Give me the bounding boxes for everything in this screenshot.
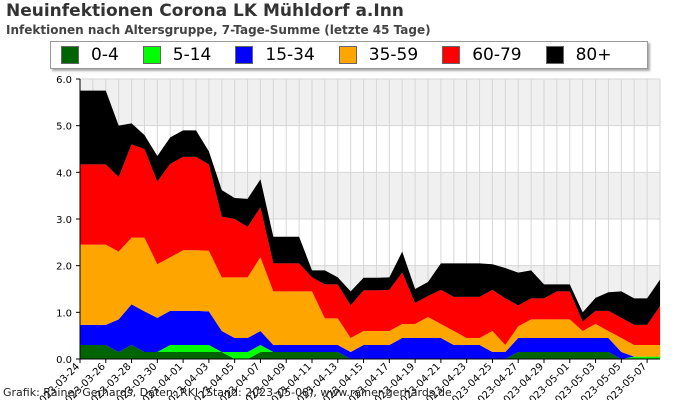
y-tick-label: 0.0 — [56, 355, 72, 366]
series-area-15-34 — [80, 304, 660, 359]
legend-item-0-4: 0-4 — [61, 45, 119, 65]
legend-label: 15-34 — [265, 45, 315, 65]
series-area-80+ — [80, 90, 660, 325]
legend-swatch — [338, 46, 357, 64]
series-area-60-79 — [80, 144, 660, 345]
series-area-35-59 — [80, 237, 660, 357]
y-tick-label: 1.0 — [56, 308, 72, 319]
credit-footer: Grafik: Rainer Gerhards, Daten: RKI (Sta… — [3, 386, 452, 399]
legend-swatch — [545, 46, 564, 64]
legend-label: 80+ — [575, 45, 612, 65]
legend-swatch — [61, 46, 79, 64]
legend-item-60-79: 60-79 — [442, 45, 522, 65]
legend-swatch — [235, 46, 254, 64]
legend-label: 60-79 — [472, 45, 522, 65]
legend-item-80+: 80+ — [545, 45, 612, 65]
y-tick-label: 3.0 — [56, 215, 72, 226]
chart-subtitle: Infektionen nach Altersgruppe, 7-Tage-Su… — [6, 23, 431, 37]
series-area-5-14 — [80, 345, 660, 359]
legend-swatch — [142, 46, 161, 64]
chart-title: Neuinfektionen Corona LK Mühldorf a.Inn — [6, 1, 404, 21]
y-axis-ticks: 0.0 1.0 2.0 3.0 4.0 5.0 6.0 — [56, 75, 80, 366]
legend-item-15-34: 15-34 — [235, 45, 315, 65]
y-tick-label: 2.0 — [56, 262, 72, 273]
legend-item-5-14: 5-14 — [142, 45, 212, 65]
legend-label: 0-4 — [91, 45, 119, 65]
legend-swatch — [442, 46, 461, 64]
series-area-0-4 — [80, 345, 660, 359]
legend-label: 5-14 — [172, 45, 212, 65]
legend: 0-4 5-14 15-34 35-59 60-79 80+ — [50, 41, 648, 69]
y-tick-label: 5.0 — [56, 122, 72, 133]
grid-band — [80, 79, 660, 126]
x-axis-ticks: 2023-03-242023-03-262023-03-282023-03-30… — [33, 359, 649, 400]
legend-item-35-59: 35-59 — [338, 45, 419, 65]
area-series-group — [80, 90, 660, 359]
y-tick-label: 4.0 — [56, 168, 72, 179]
y-tick-label: 6.0 — [56, 75, 72, 86]
legend-label: 35-59 — [368, 45, 419, 65]
